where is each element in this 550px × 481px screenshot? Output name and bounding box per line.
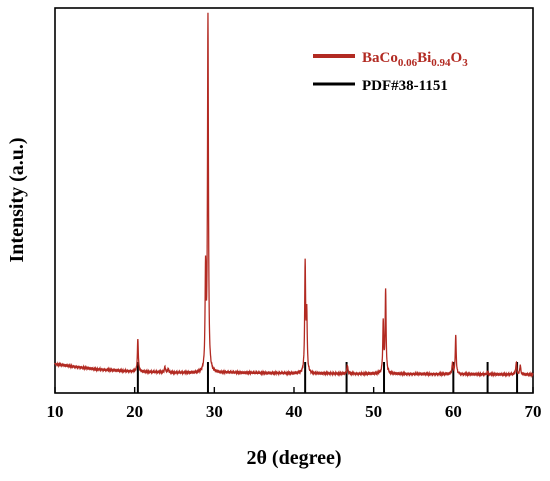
- x-tick-label: 70: [525, 402, 542, 421]
- x-tick-label: 30: [206, 402, 223, 421]
- sample-series-line: [54, 12, 534, 378]
- x-axis-label: 2θ (degree): [246, 447, 341, 469]
- legend-reference-label: PDF#38-1151: [362, 78, 448, 94]
- legend: BaCo0.06Bi0.94O3 PDF#38-1151: [313, 50, 468, 94]
- x-tick-label: 40: [286, 402, 303, 421]
- reference-sticks: [136, 362, 519, 393]
- x-tick-label: 20: [126, 402, 143, 421]
- y-axis-label: Intensity (a.u.): [6, 137, 28, 262]
- x-tick-label: 10: [47, 402, 64, 421]
- x-tick-label: 60: [445, 402, 462, 421]
- legend-sample-label: BaCo0.06Bi0.94O3: [362, 50, 468, 69]
- x-tick-label: 50: [365, 402, 382, 421]
- x-axis-ticks: 10 20 30 40 50 60 70: [47, 387, 542, 421]
